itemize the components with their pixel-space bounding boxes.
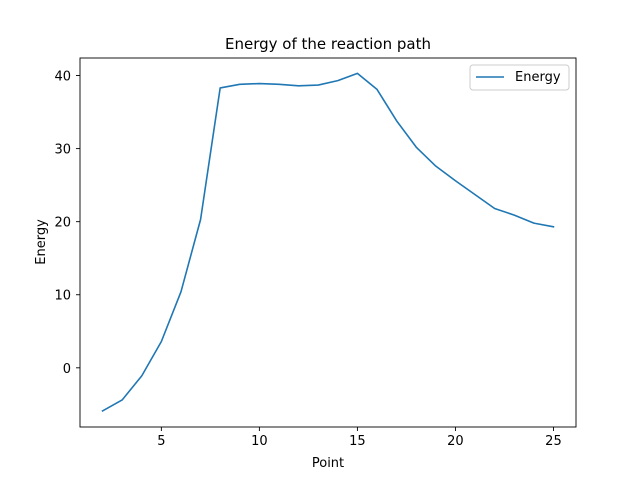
x-tick-label: 10 xyxy=(251,434,268,449)
x-tick-label: 20 xyxy=(447,434,464,449)
y-tick-label: 0 xyxy=(63,362,71,377)
legend: Energy xyxy=(469,64,570,91)
plot-layer xyxy=(101,72,555,413)
y-tick-label: 20 xyxy=(54,216,71,231)
y-axis: 0 10 20 30 40 xyxy=(54,70,80,377)
x-axis: 5 10 15 20 25 xyxy=(157,427,562,449)
chart-title: Energy of the reaction path xyxy=(225,35,431,53)
y-tick-label: 30 xyxy=(54,143,71,158)
x-axis-label: Point xyxy=(312,456,344,471)
y-tick-label: 40 xyxy=(54,70,71,85)
y-tick-label: 10 xyxy=(54,289,71,304)
y-axis-label: Energy xyxy=(34,219,49,265)
legend-box xyxy=(469,64,570,91)
plot-frame xyxy=(79,57,577,428)
x-tick-label: 5 xyxy=(157,434,165,449)
x-tick-label: 15 xyxy=(349,434,366,449)
legend-label: Energy xyxy=(515,70,561,85)
series-line-energy xyxy=(101,72,555,413)
x-tick-label: 25 xyxy=(545,434,562,449)
